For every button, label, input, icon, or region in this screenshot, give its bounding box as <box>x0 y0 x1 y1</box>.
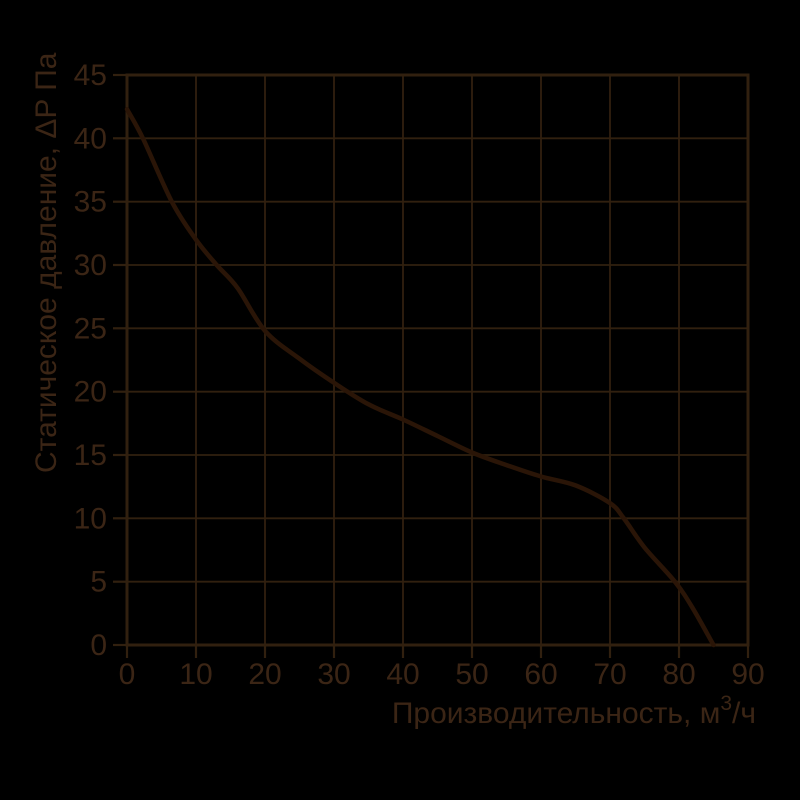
x-tick-label: 0 <box>119 658 136 691</box>
x-tick-label: 40 <box>386 658 419 691</box>
x-tick-label: 50 <box>455 658 488 691</box>
y-tick-label: 45 <box>74 59 107 92</box>
y-tick-label: 5 <box>90 566 107 599</box>
axis-tick-labels: 0 10 20 30 40 50 60 70 80 90 0 5 10 15 20 25 30 35 40 45 <box>74 59 765 691</box>
x-tick-label: 60 <box>524 658 557 691</box>
x-tick-label: 70 <box>593 658 626 691</box>
y-tick-label: 35 <box>74 186 107 219</box>
plot-border <box>125 73 750 647</box>
y-tick-label: 20 <box>74 376 107 409</box>
axis-tick-marks <box>113 73 750 658</box>
y-tick-label: 10 <box>74 502 107 535</box>
y-tick-label: 30 <box>74 249 107 282</box>
pressure-flow-curve <box>124 106 716 648</box>
y-tick-label: 15 <box>74 439 107 472</box>
y-tick-label: 40 <box>74 122 107 155</box>
x-tick-label: 20 <box>248 658 281 691</box>
y-axis-title: Статическое давление, ΔP Па <box>30 52 63 473</box>
y-tick-label: 25 <box>74 312 107 345</box>
x-axis-title: Производительность, м3/ч <box>392 692 756 730</box>
x-tick-label: 10 <box>179 658 212 691</box>
x-tick-label: 30 <box>317 658 350 691</box>
x-tick-label: 90 <box>731 658 764 691</box>
y-tick-label: 0 <box>90 629 107 662</box>
x-tick-label: 80 <box>662 658 695 691</box>
